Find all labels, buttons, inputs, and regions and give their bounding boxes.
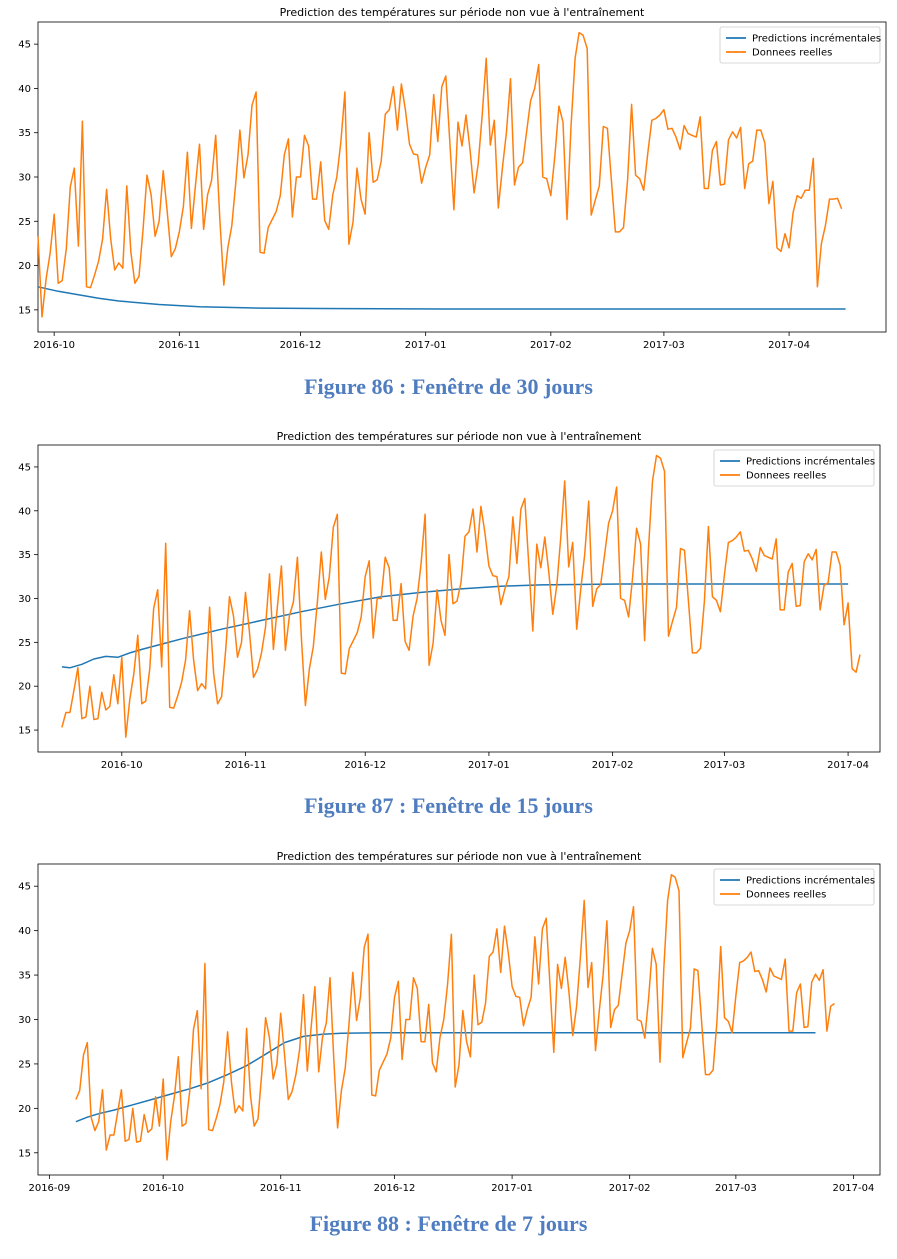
y-tick-label: 25 [18, 1059, 31, 1070]
y-tick-label: 45 [18, 882, 31, 893]
x-tick-label: 2017-02 [530, 340, 572, 351]
x-tick-label: 2016-11 [225, 760, 267, 771]
x-tick-label: 2017-02 [592, 760, 634, 771]
y-tick-label: 40 [18, 926, 31, 937]
x-tick-label: 2016-09 [28, 1183, 70, 1194]
x-tick-label: 2017-04 [827, 760, 869, 771]
y-tick-label: 35 [18, 971, 31, 982]
chart-window-15: Prediction des températures sur période … [18, 430, 881, 771]
x-tick-label: 2016-10 [142, 1183, 184, 1194]
chart-panel-window-15: Prediction des températures sur période … [0, 420, 897, 790]
x-tick-label: 2016-11 [260, 1183, 302, 1194]
plot-frame [37, 21, 887, 333]
y-tick-label: 25 [18, 217, 31, 228]
y-tick-label: 30 [18, 173, 31, 184]
y-tick-label: 35 [18, 128, 31, 139]
x-tick-label: 2016-12 [374, 1183, 416, 1194]
chart-window-30: Prediction des températures sur période … [18, 6, 887, 351]
y-tick-label: 35 [18, 550, 31, 561]
series-line-donnees-reelles [61, 454, 861, 738]
y-tick-label: 45 [18, 462, 31, 473]
y-tick-label: 40 [18, 506, 31, 517]
figure-caption-88: Figure 88 : Fenêtre de 7 jours [309, 1211, 588, 1236]
y-tick-label: 20 [18, 1104, 31, 1115]
x-tick-label: 2017-03 [703, 760, 745, 771]
y-tick-label: 20 [18, 682, 31, 693]
legend-label-reelles: Donnees reelles [746, 890, 826, 901]
series-line-predictions [75, 1032, 816, 1123]
legend-label-reelles: Donnees reelles [746, 471, 826, 482]
x-tick-label: 2016-10 [33, 340, 75, 351]
y-tick-label: 30 [18, 1015, 31, 1026]
x-tick-label: 2017-03 [715, 1183, 757, 1194]
chart-title: Prediction des températures sur période … [277, 430, 642, 443]
x-tick-label: 2016-12 [344, 760, 386, 771]
legend-label-predictions: Predictions incrémentales [746, 875, 875, 887]
figure-caption-87: Figure 87 : Fenêtre de 15 jours [304, 793, 593, 818]
y-tick-label: 45 [18, 40, 31, 51]
chart-title: Prediction des températures sur période … [277, 850, 642, 863]
legend-label-predictions: Predictions incrémentales [752, 33, 881, 45]
series-line-predictions [37, 286, 846, 310]
y-tick-label: 15 [18, 305, 31, 316]
legend-box [713, 868, 875, 906]
y-tick-label: 40 [18, 84, 31, 95]
chart-panel-window-30: Prediction des températures sur période … [0, 0, 897, 370]
x-tick-label: 2017-04 [833, 1183, 875, 1194]
plot-frame [37, 863, 881, 1176]
legend-box [719, 26, 881, 64]
legend-label-reelles: Donnees reelles [752, 48, 832, 59]
legend-label-predictions: Predictions incrémentales [746, 456, 875, 468]
y-tick-label: 15 [18, 726, 31, 737]
series-line-predictions [61, 583, 849, 669]
x-tick-label: 2017-01 [491, 1183, 533, 1194]
chart-panel-window-7: Prediction des températures sur période … [0, 840, 897, 1210]
chart-window-7: Prediction des températures sur période … [18, 850, 881, 1194]
x-tick-label: 2016-11 [158, 340, 200, 351]
x-tick-label: 2017-04 [768, 340, 810, 351]
x-tick-label: 2017-01 [468, 760, 510, 771]
x-tick-label: 2017-03 [643, 340, 685, 351]
y-tick-label: 25 [18, 638, 31, 649]
y-tick-label: 30 [18, 594, 31, 605]
chart-title: Prediction des températures sur période … [280, 6, 645, 19]
legend-box [713, 449, 875, 487]
series-line-donnees-reelles [75, 873, 835, 1161]
figure-caption-86: Figure 86 : Fenêtre de 30 jours [304, 374, 593, 399]
x-tick-label: 2016-10 [101, 760, 143, 771]
y-tick-label: 20 [18, 261, 31, 272]
y-tick-label: 15 [18, 1148, 31, 1159]
x-tick-label: 2017-01 [405, 340, 447, 351]
x-tick-label: 2016-12 [280, 340, 322, 351]
x-tick-label: 2017-02 [609, 1183, 651, 1194]
series-line-donnees-reelles [37, 31, 843, 318]
